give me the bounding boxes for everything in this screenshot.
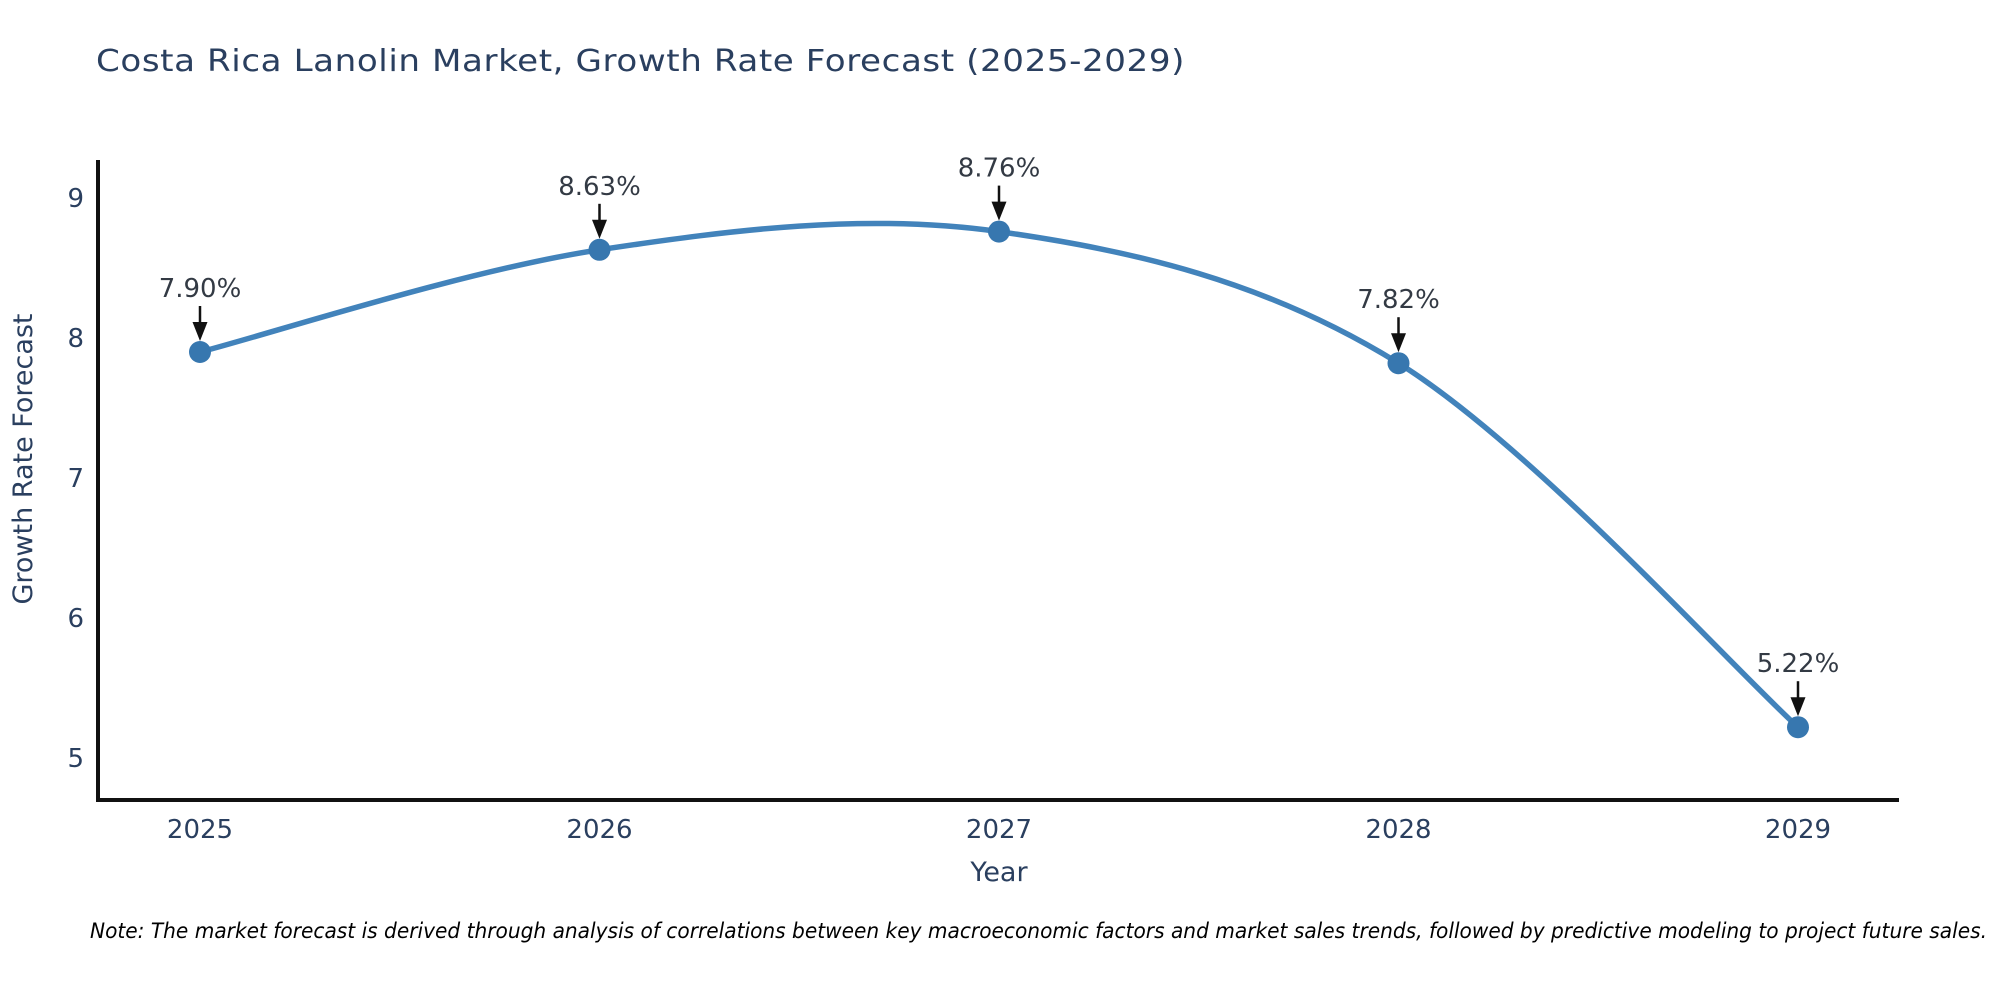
data-point-label: 7.90% bbox=[159, 274, 242, 304]
x-tick-label: 2027 bbox=[966, 815, 1032, 845]
y-tick-label: 9 bbox=[67, 184, 84, 214]
x-tick-label: 2025 bbox=[167, 815, 233, 845]
x-tick-label: 2026 bbox=[566, 815, 632, 845]
x-tick-label: 2029 bbox=[1765, 815, 1831, 845]
y-axis-title: Growth Rate Forecast bbox=[8, 313, 39, 604]
y-tick-label: 7 bbox=[67, 464, 84, 494]
x-axis-title: Year bbox=[969, 857, 1028, 888]
data-point-marker bbox=[1787, 716, 1809, 739]
annotation-arrow-head bbox=[592, 219, 607, 239]
y-tick-label: 5 bbox=[67, 744, 84, 774]
x-tick-label: 2028 bbox=[1365, 815, 1431, 845]
data-point-marker bbox=[988, 220, 1010, 243]
data-point-marker bbox=[189, 341, 211, 363]
annotation-arrow-head bbox=[192, 322, 208, 341]
annotation-arrow-head bbox=[1790, 697, 1806, 717]
data-point-label: 8.63% bbox=[558, 172, 641, 202]
y-tick-label: 8 bbox=[67, 324, 84, 354]
forecast-line bbox=[197, 220, 1801, 730]
chart-title: Costa Rica Lanolin Market, Growth Rate F… bbox=[96, 44, 1185, 79]
plot-area: 5 6 7 8 9 2025 2026 2027 2028 2029 7.90% 8.63% 8.76%… bbox=[67, 154, 1899, 845]
data-point-label: 7.82% bbox=[1357, 285, 1440, 315]
footnote: Note: The market forecast is derived thr… bbox=[90, 919, 1987, 943]
data-point-marker bbox=[588, 238, 611, 261]
annotation-arrow-head bbox=[991, 201, 1007, 221]
data-point-label: 5.22% bbox=[1757, 649, 1840, 679]
data-point-marker bbox=[1387, 352, 1410, 375]
data-point-label: 8.76% bbox=[958, 154, 1041, 184]
annotation-arrow-head bbox=[1391, 333, 1406, 353]
y-tick-label: 6 bbox=[67, 604, 84, 634]
